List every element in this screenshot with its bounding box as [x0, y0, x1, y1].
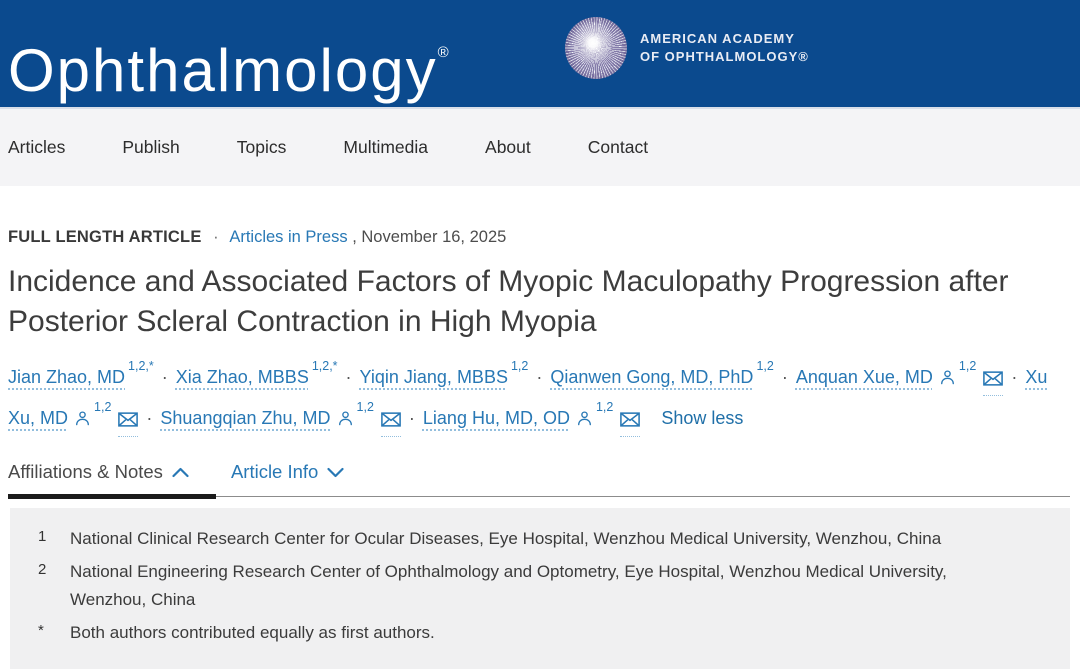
affiliation-marker: 2 — [38, 561, 47, 578]
affiliation-row: * Both authors contributed equally as fir… — [38, 619, 1040, 647]
active-tab-underline — [8, 494, 216, 499]
chevron-up-icon — [172, 461, 189, 483]
nav-item-publish[interactable]: Publish — [122, 137, 180, 157]
author-link[interactable]: Liang Hu, MD, OD — [422, 408, 570, 428]
article-tabs: Affiliations & Notes Article Info — [8, 461, 1072, 499]
author-separator: · — [536, 367, 543, 387]
author-affiliation-superscript: 1,2 — [958, 359, 977, 373]
author-link[interactable]: Jian Zhao, MD — [8, 367, 126, 387]
tab-article-info-label: Article Info — [230, 461, 319, 482]
author-affiliation-superscript: 1,2 — [356, 400, 374, 414]
publication-date: , November 16, 2025 — [352, 228, 507, 246]
tabs-divider — [8, 496, 1070, 497]
author-link[interactable]: Anquan Xue, MD — [795, 367, 933, 387]
email-icon[interactable] — [380, 401, 401, 437]
author-entry: Anquan Xue, MD 1,2 — [795, 359, 1004, 396]
affiliation-text: Both authors contributed equally as firs… — [70, 623, 435, 642]
journal-logo-text: Ophthalmology — [8, 37, 438, 104]
email-icon[interactable] — [620, 401, 641, 437]
author-link[interactable]: Xia Zhao, MBBS — [175, 367, 309, 387]
nav-item-topics[interactable]: Topics — [236, 137, 287, 157]
affiliation-row: 1 National Clinical Research Center for O… — [38, 525, 1040, 553]
author-link[interactable]: Xu Xu, MD — [8, 367, 1048, 428]
journal-masthead: Ophthalmology® AMERICAN ACADEMY OF OPHTH… — [0, 0, 1080, 107]
tab-article-info[interactable]: Article Info — [231, 461, 344, 483]
affiliation-marker: * — [38, 622, 44, 639]
author-separator: · — [1011, 367, 1018, 387]
affiliation-text: National Clinical Research Center for Oc… — [70, 529, 942, 548]
author-list: Jian Zhao, MD1,2,*· Xia Zhao, MBBS1,2,*· Y… — [8, 355, 1072, 437]
author-affiliation-superscript: 1,2 — [595, 400, 614, 414]
person-icon — [939, 360, 956, 394]
author-separator: · — [146, 408, 153, 428]
nav-item-contact[interactable]: Contact — [587, 137, 649, 157]
aao-starburst-icon — [565, 17, 627, 79]
journal-logo[interactable]: Ophthalmology® — [8, 8, 449, 116]
nav-item-articles[interactable]: Articles — [8, 137, 66, 157]
tab-affiliations-notes[interactable]: Affiliations & Notes — [8, 461, 189, 483]
email-icon[interactable] — [118, 401, 139, 437]
affiliations-panel: 1 National Clinical Research Center for O… — [10, 508, 1070, 669]
author-entry: Shuangqian Zhu, MD 1,2 — [160, 400, 401, 437]
email-icon[interactable] — [983, 360, 1004, 396]
articles-in-press-link[interactable]: Articles in Press — [229, 228, 348, 246]
affiliation-marker: 1 — [38, 528, 47, 545]
nav-item-multimedia[interactable]: Multimedia — [343, 137, 429, 157]
affiliation-text: National Engineering Research Center of … — [70, 562, 947, 609]
site-nav: Articles Publish Topics Multimedia About Cont… — [0, 107, 1080, 186]
tab-affiliations-label: Affiliations & Notes — [8, 461, 163, 482]
author-separator: · — [781, 367, 788, 387]
nav-item-about[interactable]: About — [485, 137, 531, 157]
author-affiliation-superscript: 1,2,* — [311, 359, 338, 373]
author-link[interactable]: Qianwen Gong, MD, PhD — [550, 367, 754, 387]
author-affiliation-superscript: 1,2 — [94, 400, 112, 414]
author-affiliation-superscript: 1,2 — [756, 359, 774, 373]
author-separator: · — [345, 367, 352, 387]
person-icon — [576, 401, 593, 435]
author-entry: Yiqin Jiang, MBBS1,2 — [359, 359, 529, 387]
aao-society-line2: OF OPHTHALMOLOGY® — [640, 49, 809, 64]
article-title: Incidence and Associated Factors of Myop… — [8, 265, 1009, 338]
author-entry: Xia Zhao, MBBS1,2,* — [175, 359, 338, 387]
aao-society-name: AMERICAN ACADEMY OF OPHTHALMOLOGY® — [640, 30, 809, 66]
article-header-section: FULL LENGTH ARTICLE · Articles in Press … — [0, 228, 1080, 669]
chevron-down-icon — [327, 461, 344, 483]
author-entries: Jian Zhao, MD1,2,*· Xia Zhao, MBBS1,2,*· Y… — [8, 359, 1048, 437]
article-eyebrow-line: FULL LENGTH ARTICLE · Articles in Press … — [8, 228, 1072, 247]
eyebrow-separator: · — [213, 228, 219, 246]
author-link[interactable]: Shuangqian Zhu, MD — [160, 408, 331, 428]
person-icon — [337, 401, 354, 435]
author-entry: Liang Hu, MD, OD 1,2 — [422, 400, 641, 437]
show-less-button[interactable]: Show less — [661, 408, 744, 428]
author-entry: Qianwen Gong, MD, PhD1,2 — [550, 359, 773, 387]
author-affiliation-superscript: 1,2,* — [128, 359, 154, 373]
author-entry: Xu Xu, MD1,2 — [8, 367, 1048, 437]
author-affiliation-superscript: 1,2 — [510, 359, 529, 373]
affiliation-row: 2 National Engineering Research Center of… — [38, 558, 1040, 614]
author-link[interactable]: Yiqin Jiang, MBBS — [359, 367, 508, 387]
article-type-label: FULL LENGTH ARTICLE — [8, 228, 202, 246]
registered-mark: ® — [437, 44, 449, 61]
aao-society-line1: AMERICAN ACADEMY — [640, 31, 795, 46]
author-separator: · — [408, 408, 415, 428]
person-icon — [74, 401, 91, 435]
aao-logo-lockup[interactable]: AMERICAN ACADEMY OF OPHTHALMOLOGY® — [565, 17, 809, 79]
author-entry: Jian Zhao, MD1,2,* — [8, 359, 154, 387]
author-separator: · — [161, 367, 168, 387]
